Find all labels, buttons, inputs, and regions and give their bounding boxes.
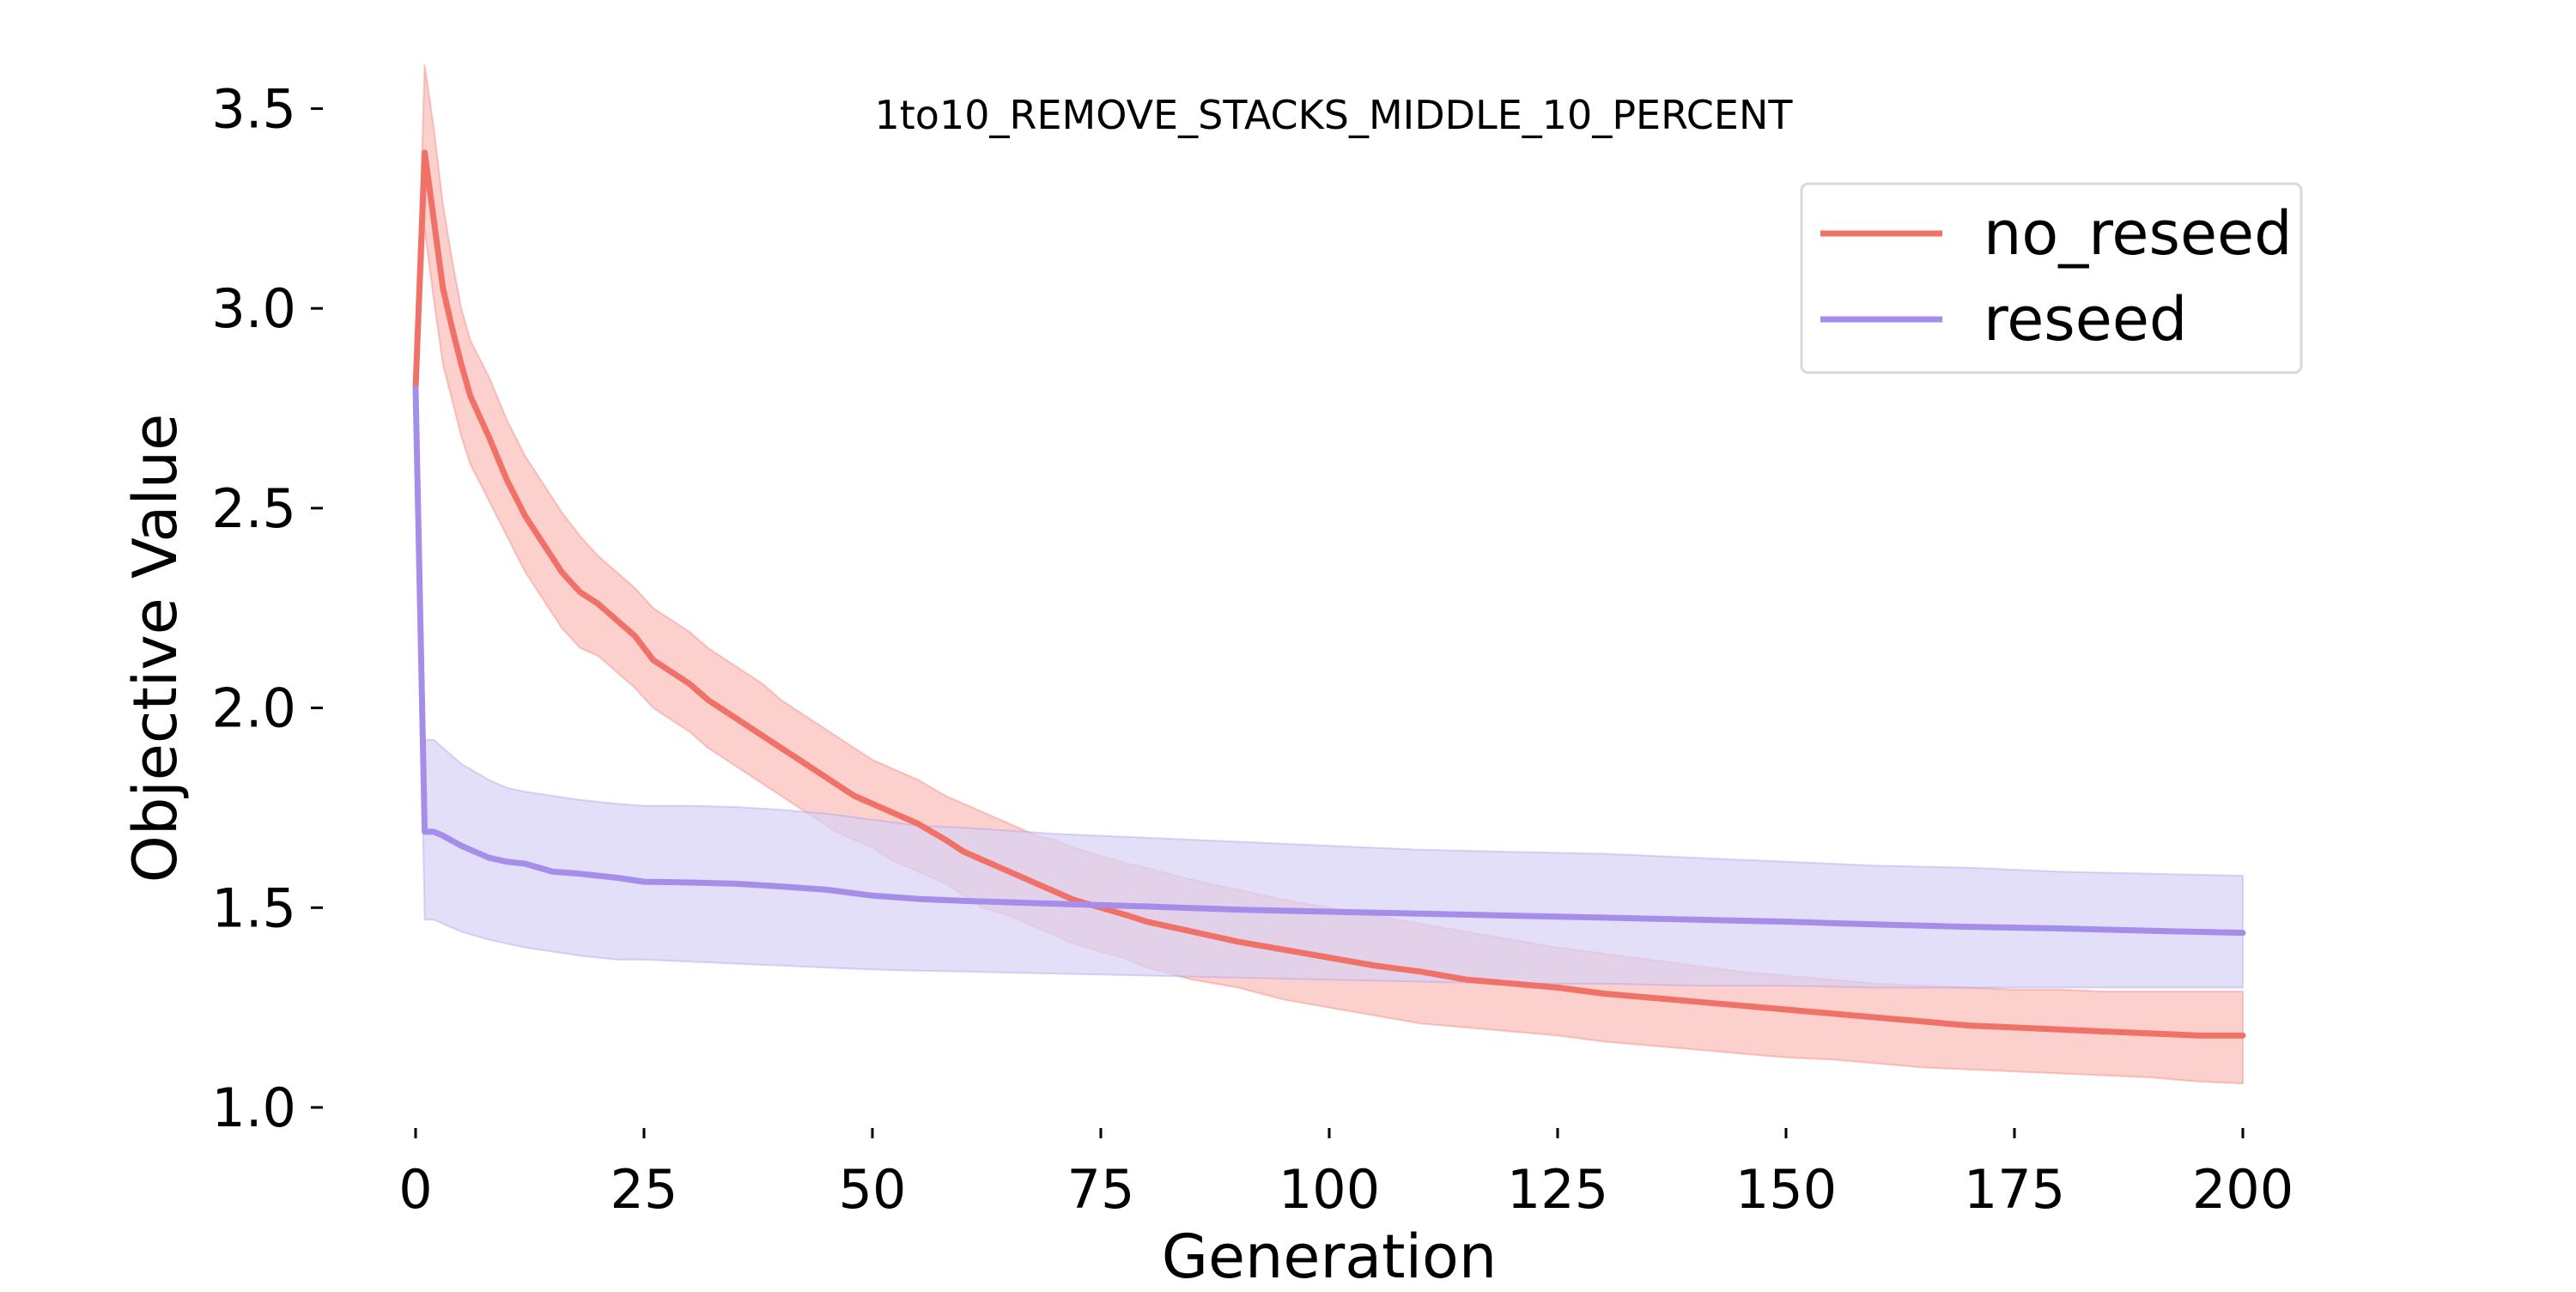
y-tick-label: 1.5 — [211, 876, 296, 939]
x-tick-label: 150 — [1735, 1158, 1837, 1221]
x-axis: 0 25 50 75 100 125 150 175 200 — [398, 1128, 2293, 1221]
y-tick-label: 1.0 — [211, 1077, 296, 1139]
x-tick-label: 25 — [611, 1158, 678, 1221]
series-lines — [412, 149, 2246, 1039]
confidence-bands — [415, 64, 2244, 1085]
y-tick-label: 3.5 — [211, 78, 296, 141]
y-axis: 1.0 1.5 2.0 2.5 3.0 3.5 — [211, 78, 323, 1139]
y-tick-label: 3.0 — [211, 277, 296, 340]
series-line-no-reseed — [412, 149, 2246, 1039]
x-axis-label: Generation — [1162, 1222, 1498, 1288]
series-line-reseed — [412, 385, 2246, 937]
band-reseed — [415, 367, 2244, 989]
legend-label-reseed: reseed — [1984, 284, 2187, 355]
chart-title: 1to10_REMOVE_STACKS_MIDDLE_10_PERCENT — [875, 92, 1794, 138]
x-tick-label: 125 — [1507, 1158, 1608, 1221]
y-tick-label: 2.0 — [211, 677, 296, 740]
x-tick-label: 175 — [1964, 1158, 2065, 1221]
x-tick-label: 100 — [1279, 1158, 1380, 1221]
legend: no_reseed reseed — [1800, 182, 2303, 374]
x-tick-label: 75 — [1067, 1158, 1135, 1221]
x-tick-label: 50 — [839, 1158, 907, 1221]
y-tick-label: 2.5 — [211, 477, 296, 540]
legend-label-no-reseed: no_reseed — [1984, 198, 2293, 269]
x-tick-label: 0 — [398, 1158, 432, 1221]
x-tick-label: 200 — [2192, 1158, 2293, 1221]
y-axis-label: Objective Value — [120, 414, 191, 883]
